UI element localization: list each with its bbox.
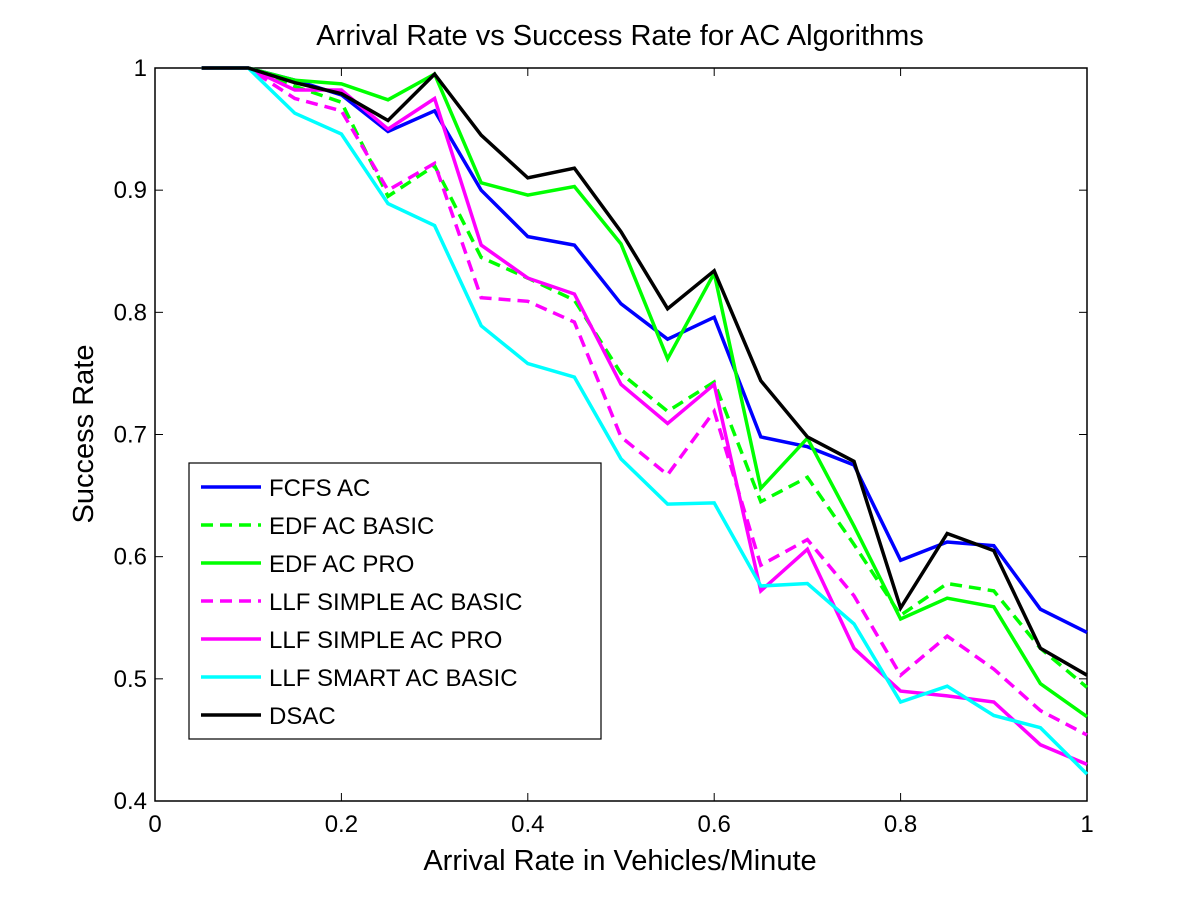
legend-label: LLF SMART AC BASIC <box>269 665 518 692</box>
legend: FCFS AC EDF AC BASIC EDF AC PRO LLF SIMPLE … <box>188 462 602 740</box>
legend-label: EDF AC BASIC <box>269 513 434 540</box>
legend-label: FCFS AC <box>269 475 370 502</box>
x-tick-label: 0.6 <box>698 811 731 838</box>
y-tick-label: 0.7 <box>114 422 147 449</box>
series-line-2 <box>201 66 1089 719</box>
axis-ticks: 0 0.2 0.4 0.6 0.8 1 0.4 0.5 0.6 0.7 0.8 0.9 1 <box>114 55 1094 838</box>
x-axis-label: Arrival Rate in Vehicles/Minute <box>423 845 816 877</box>
series-line-6 <box>201 66 1088 677</box>
legend-label: DSAC <box>269 703 336 730</box>
x-tick-label: 0.8 <box>884 811 917 838</box>
y-tick-label: 0.9 <box>114 177 147 204</box>
series-line-5 <box>201 66 1089 776</box>
series-lines <box>201 66 1089 776</box>
y-tick-label: 0.4 <box>114 788 147 815</box>
y-axis-label: Success Rate <box>68 345 100 524</box>
y-tick-label: 1 <box>134 55 147 82</box>
legend-box <box>188 462 602 740</box>
y-tick-label: 0.8 <box>114 299 147 326</box>
x-tick-label: 0 <box>148 811 161 838</box>
x-tick-label: 0.2 <box>325 811 358 838</box>
x-tick-label: 1 <box>1080 811 1093 838</box>
y-tick-label: 0.6 <box>114 544 147 571</box>
legend-label: EDF AC PRO <box>269 551 414 578</box>
y-tick-label: 0.5 <box>114 666 147 693</box>
x-tick-label: 0.4 <box>511 811 544 838</box>
chart-title: Arrival Rate vs Success Rate for AC Algo… <box>316 20 924 52</box>
series-line-3 <box>201 66 1088 737</box>
legend-label: LLF SIMPLE AC PRO <box>269 627 502 654</box>
legend-label: LLF SIMPLE AC BASIC <box>269 589 522 616</box>
series-line-1 <box>201 66 1089 689</box>
